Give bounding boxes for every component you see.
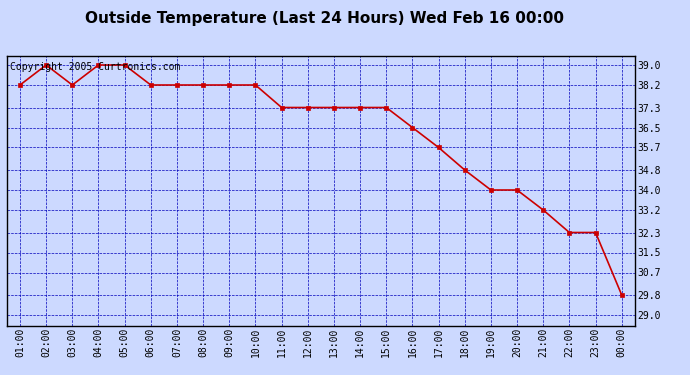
Text: Outside Temperature (Last 24 Hours) Wed Feb 16 00:00: Outside Temperature (Last 24 Hours) Wed … — [85, 11, 564, 26]
Text: Copyright 2005 Curtronics.com: Copyright 2005 Curtronics.com — [10, 62, 180, 72]
